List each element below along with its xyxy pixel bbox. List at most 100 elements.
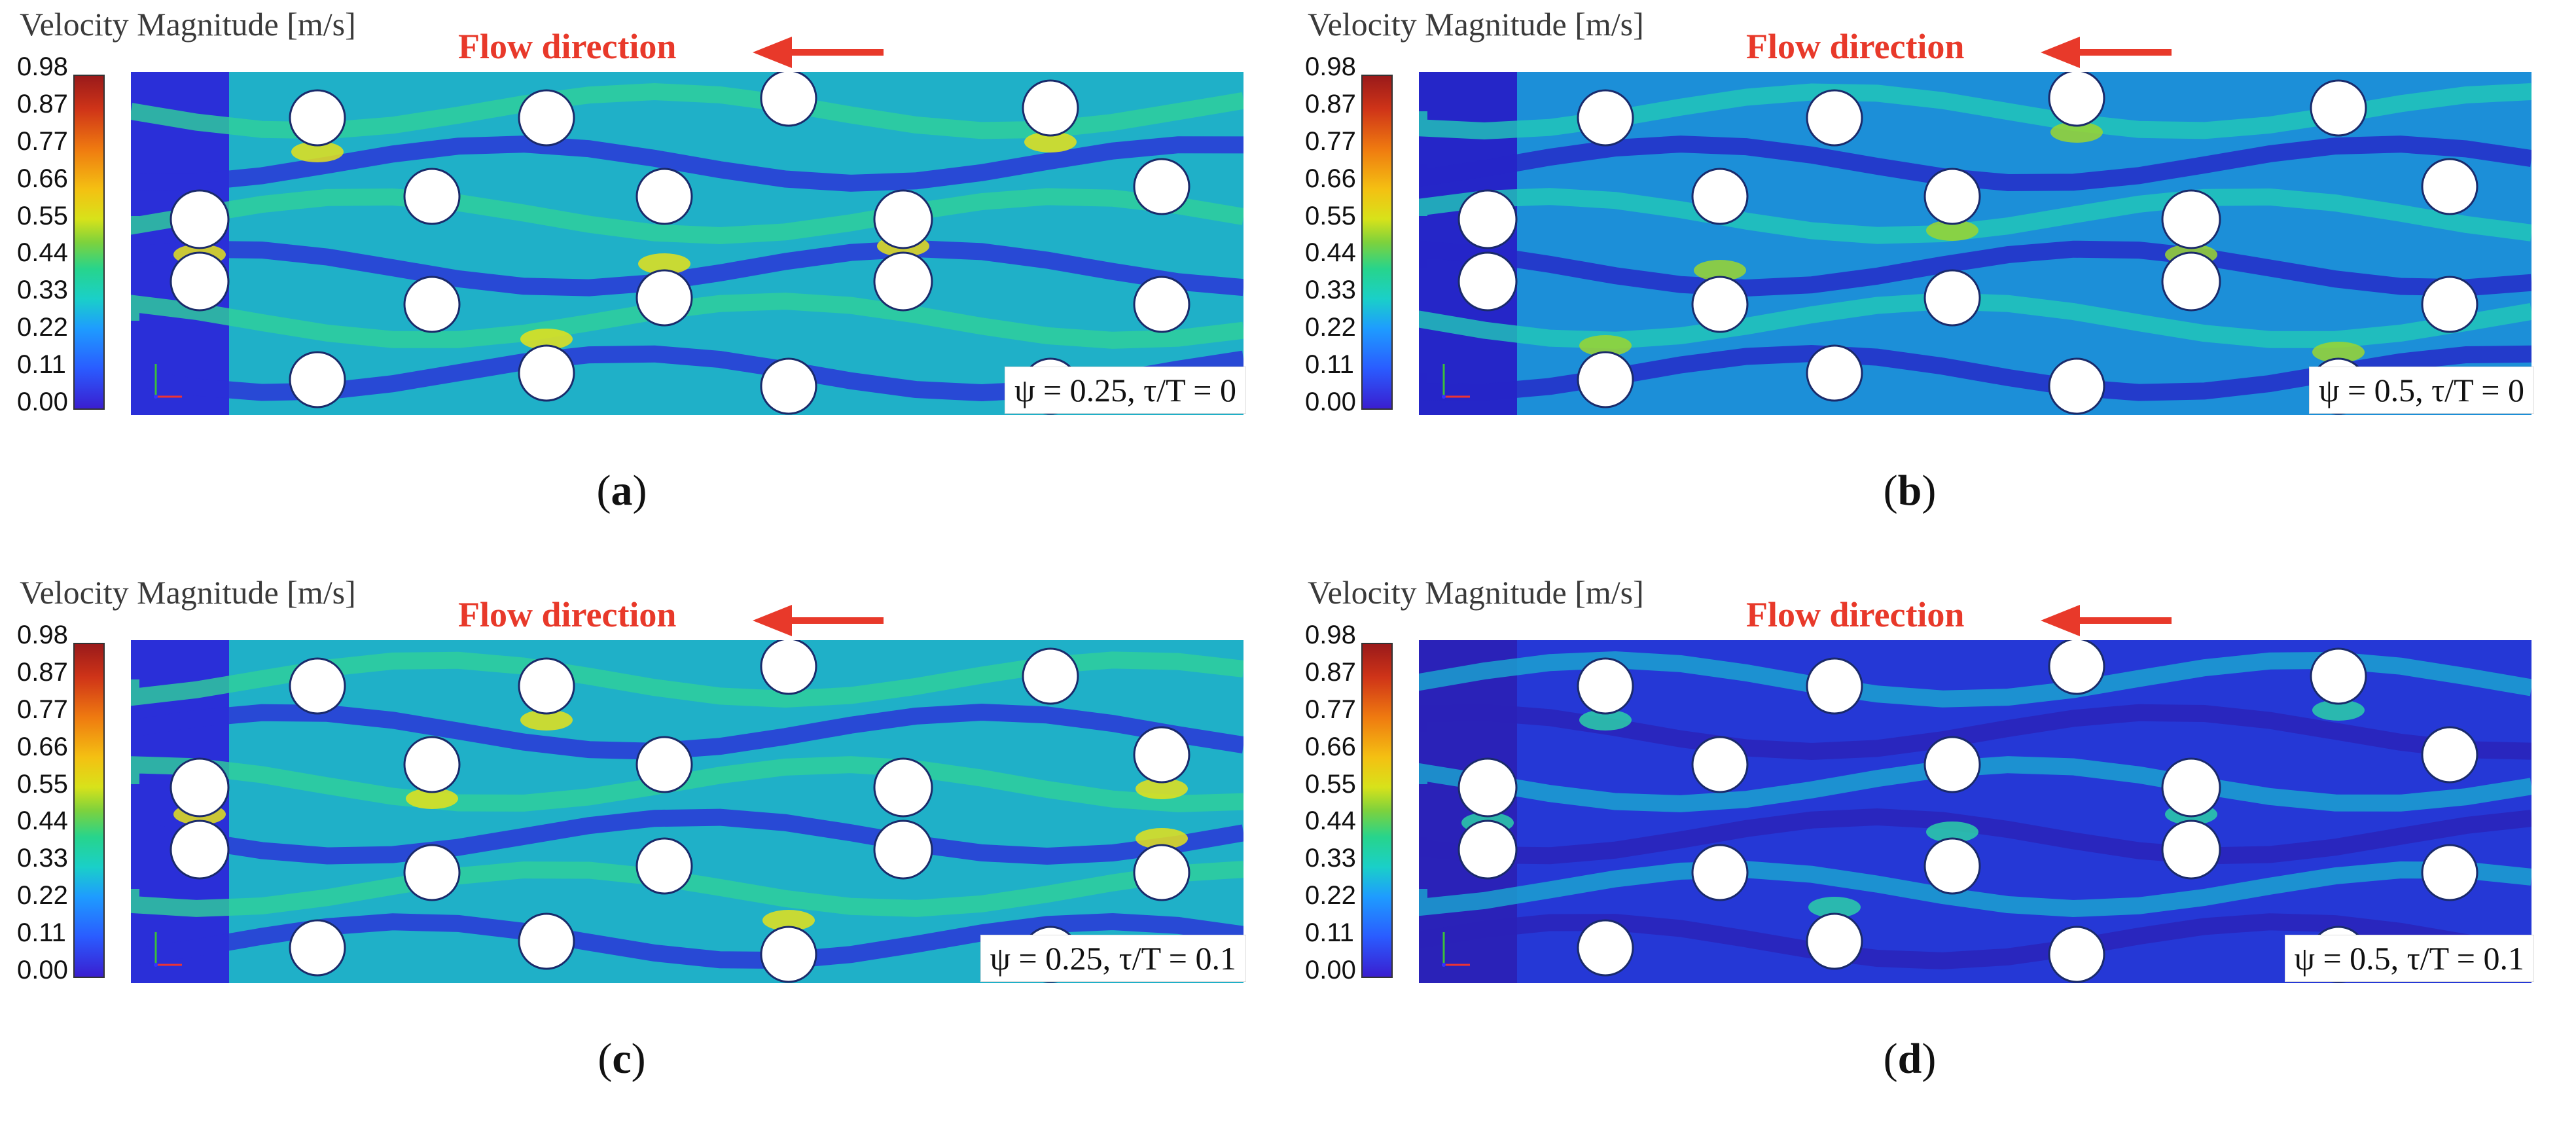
colorbar-tick-label: 0.77 [17,126,68,156]
axis-triad-icon [154,932,182,967]
colorbar-tick-label: 0.22 [17,881,68,911]
cylinder-obstacle [1022,79,1079,137]
cylinder-obstacle [289,919,346,977]
cylinder-obstacle [2310,79,2367,137]
velocity-hotspot [1579,335,1632,356]
cylinder-obstacle [1133,276,1190,333]
panel-a: Velocity Magnitude [m/s] Flow direction … [0,0,1289,568]
velocity-hotspot [406,788,458,809]
cylinder-obstacle [1806,344,1863,402]
cylinder-obstacle [1133,726,1190,784]
colorbar-title: Velocity Magnitude [m/s] [1308,574,1644,611]
velocity-hotspot [1926,220,1978,241]
cylinder-obstacle [1022,647,1079,705]
velocity-field-c [131,640,1243,983]
cylinder-obstacle [518,89,575,147]
velocity-hotspot [2050,122,2103,143]
colorbar-tick-label: 0.77 [1305,695,1356,724]
velocity-hotspot [520,710,573,731]
cylinder-obstacle [1691,844,1749,901]
colorbar-tick-label: 0.87 [1305,657,1356,687]
velocity-hotspot [638,253,690,274]
colorbar-gradient [1361,643,1393,978]
velocity-field-b [1419,72,2531,415]
colorbar-tick-label: 0.55 [1305,201,1356,230]
colorbar-tick-label: 0.00 [1305,956,1356,984]
cylinder-obstacle [873,251,933,312]
cylinder-obstacle [1806,912,1863,970]
colorbar-tick-label: 0.44 [1305,238,1356,268]
panel-caption: (c) [598,1035,646,1083]
colorbar-tick-label: 0.22 [17,313,68,342]
flow-arrow-icon [753,37,884,68]
colorbar-tick-label: 0.22 [1305,881,1356,911]
cylinder-obstacle [1923,269,1981,327]
cylinder-obstacle [170,757,230,818]
cylinder-obstacle [1691,276,1749,333]
velocity-hotspot [762,910,815,931]
cylinder-obstacle [289,657,346,715]
cylinder-obstacle [1923,736,1981,793]
case-label: ψ = 0.5, τ/T = 0.1 [2284,935,2534,982]
colorbar-tick-label: 0.00 [17,388,68,416]
colorbar-tick-label: 0.44 [17,238,68,268]
panel-c: Velocity Magnitude [m/s] Flow direction … [0,568,1289,1136]
colorbar-tick-label: 0.98 [17,52,68,81]
axis-triad-icon [1442,932,1470,967]
cylinder-obstacle [2048,926,2105,983]
colorbar-tick-label: 0.98 [1305,621,1356,649]
cylinder-obstacle [760,640,817,695]
cylinder-obstacle [2421,158,2478,215]
case-label: ψ = 0.5, τ/T = 0 [2309,367,2534,414]
cylinder-obstacle [1691,168,1749,225]
velocity-field-d [1419,640,2531,983]
colorbar-gradient [1361,75,1393,410]
cylinder-obstacle [1577,919,1634,977]
cylinder-obstacle [1806,657,1863,715]
flow-band [131,135,1243,192]
cylinder-obstacle [1577,657,1634,715]
cylinder-obstacle [289,89,346,147]
flow-direction-label: Flow direction [458,27,677,66]
flow-arrow-icon [2041,37,2172,68]
colorbar-gradient [73,75,105,410]
colorbar-tick-label: 0.00 [1305,388,1356,416]
colorbar-tick-label: 0.55 [17,769,68,799]
cylinder-obstacle [170,251,230,312]
flow-direction-label: Flow direction [1746,27,1965,66]
axis-triad-icon [154,364,182,399]
colorbar-tick-label: 0.00 [17,956,68,984]
cylinder-obstacle [2421,276,2478,333]
flow-band [131,188,1243,245]
colorbar-tick-label: 0.98 [17,621,68,649]
flow-band [131,808,1243,865]
cylinder-obstacle [1577,351,1634,408]
cylinder-obstacle [403,844,461,901]
colorbar-tick-label: 0.11 [17,350,66,380]
flow-band [1419,913,2531,969]
cylinder-obstacle [873,820,933,880]
colorbar-tick-label: 0.87 [17,89,68,118]
colorbar-tick-label: 0.22 [1305,313,1356,342]
colorbar-tick-label: 0.44 [17,806,68,836]
velocity-hotspot [520,329,573,350]
cylinder-obstacle [635,736,693,793]
panel-d: Velocity Magnitude [m/s] Flow direction … [1288,568,2576,1136]
cylinder-obstacle [1133,158,1190,215]
colorbar-tick-label: 0.77 [1305,126,1356,156]
colorbar-tick-label: 0.33 [17,844,68,873]
panel-caption: (d) [1883,1035,1937,1083]
cylinder-obstacle [1806,89,1863,147]
velocity-hotspot [1136,778,1188,799]
colorbar-tick-label: 0.87 [17,657,68,687]
colorbar-tick-label: 0.11 [1305,918,1354,948]
cylinder-obstacle [1458,820,1518,880]
flow-direction-label: Flow direction [458,595,677,634]
cylinder-obstacle [1458,251,1518,312]
flow-direction-label: Flow direction [1746,595,1965,634]
cylinder-obstacle [635,269,693,327]
cylinder-obstacle [1133,844,1190,901]
colorbar-title: Velocity Magnitude [m/s] [1308,6,1644,43]
flow-arrow-icon [753,605,884,636]
cylinder-obstacle [403,736,461,793]
